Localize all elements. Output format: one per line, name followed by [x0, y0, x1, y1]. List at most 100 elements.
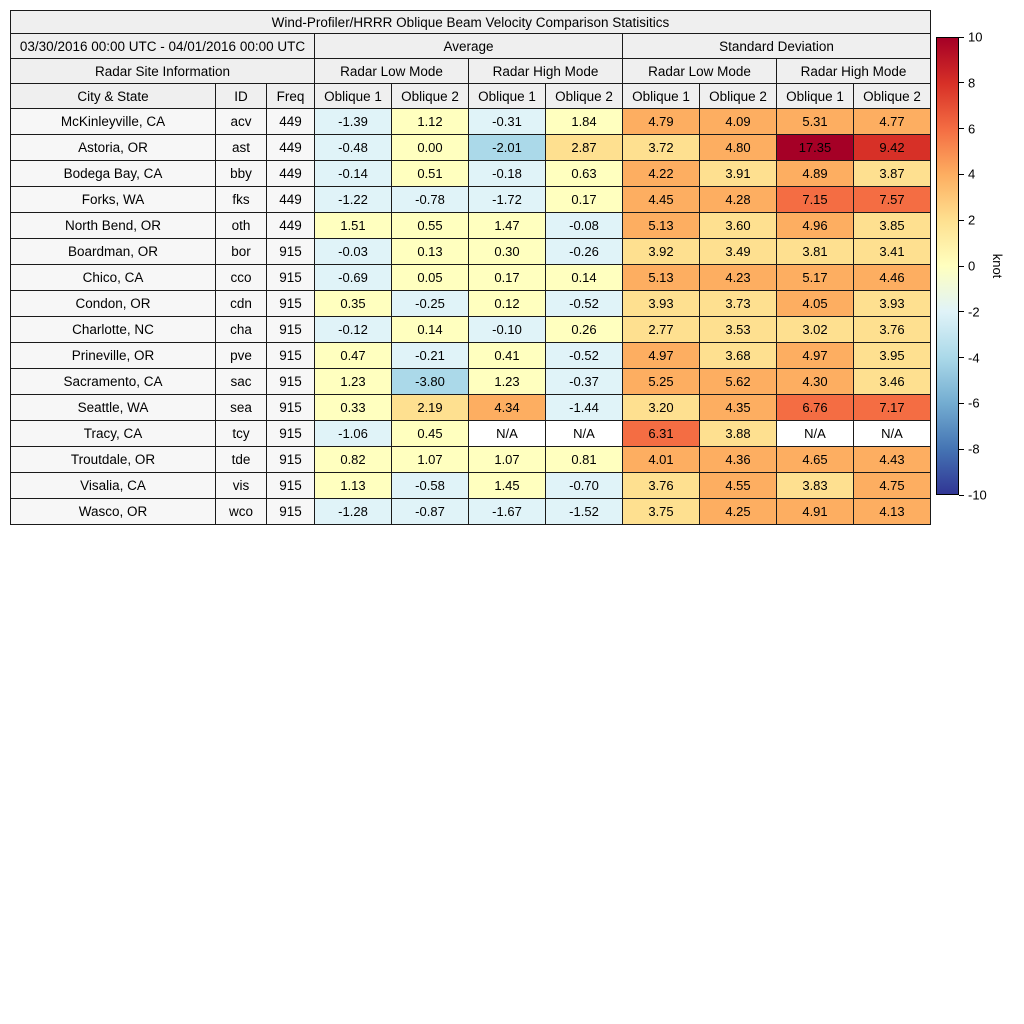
city-cell: Seattle, WA	[10, 394, 216, 421]
value-cell: 3.46	[853, 368, 931, 395]
colorbar-tick	[959, 173, 964, 175]
value-cell: 1.13	[314, 472, 392, 499]
table-row: Forks, WA fks 449 -1.22 -0.78 -1.72 0.17 4.45 4.…	[10, 186, 931, 213]
col-avg-low-oblique1: Oblique 1	[314, 83, 392, 109]
colorbar-tick	[959, 357, 964, 359]
freq-cell: 915	[266, 446, 315, 473]
value-cell: 4.36	[699, 446, 777, 473]
value-cell: -1.39	[314, 108, 392, 135]
id-cell: sac	[215, 368, 267, 395]
value-cell: 5.31	[776, 108, 854, 135]
value-cell: 4.34	[468, 394, 546, 421]
colorbar-tick-label: 2	[968, 212, 976, 228]
table-row: Seattle, WA sea 915 0.33 2.19 4.34 -1.44 3.20 4.…	[10, 394, 931, 421]
value-cell: -1.06	[314, 420, 392, 447]
value-cell: 2.77	[622, 316, 700, 343]
id-cell: cco	[215, 264, 267, 291]
value-cell: 0.33	[314, 394, 392, 421]
colorbar-ticks: 10 8 6 4 2 0 -2 -4 -6 -8 -10	[936, 30, 987, 503]
std-low-mode-header: Radar Low Mode	[622, 58, 777, 84]
date-range: 03/30/2016 00:00 UTC - 04/01/2016 00:00 …	[10, 33, 315, 59]
value-cell: -1.72	[468, 186, 546, 213]
value-cell: 0.26	[545, 316, 623, 343]
value-cell: 3.88	[699, 420, 777, 447]
value-cell: 7.17	[853, 394, 931, 421]
value-cell: 1.84	[545, 108, 623, 135]
value-cell: 3.02	[776, 316, 854, 343]
value-cell: 5.13	[622, 264, 700, 291]
value-cell: 4.91	[776, 498, 854, 525]
city-cell: North Bend, OR	[10, 212, 216, 239]
value-cell: 4.77	[853, 108, 931, 135]
colorbar-tick	[959, 494, 964, 496]
table-row: McKinleyville, CA acv 449 -1.39 1.12 -0.31 1.8…	[10, 108, 931, 135]
col-avg-high-oblique1: Oblique 1	[468, 83, 546, 109]
value-cell: 1.45	[468, 472, 546, 499]
value-cell: 0.12	[468, 290, 546, 317]
colorbar-tick	[959, 128, 964, 130]
std-high-mode-header: Radar High Mode	[776, 58, 931, 84]
value-cell: 0.14	[545, 264, 623, 291]
value-cell: 4.79	[622, 108, 700, 135]
value-cell: -0.10	[468, 316, 546, 343]
colorbar-gradient	[936, 37, 959, 495]
freq-cell: 915	[266, 290, 315, 317]
id-cell: sea	[215, 394, 267, 421]
freq-cell: 915	[266, 420, 315, 447]
value-cell: 3.95	[853, 342, 931, 369]
group-std-dev-header: Standard Deviation	[622, 33, 931, 59]
value-cell: -1.22	[314, 186, 392, 213]
chart-title: Wind-Profiler/HRRR Oblique Beam Velocity…	[10, 10, 931, 34]
city-cell: McKinleyville, CA	[10, 108, 216, 135]
value-cell: 1.23	[314, 368, 392, 395]
value-cell: 5.17	[776, 264, 854, 291]
value-cell: -0.18	[468, 160, 546, 187]
freq-cell: 915	[266, 394, 315, 421]
value-cell: -0.69	[314, 264, 392, 291]
value-cell: -0.52	[545, 342, 623, 369]
value-cell: 1.47	[468, 212, 546, 239]
value-cell: 3.75	[622, 498, 700, 525]
value-cell: -0.52	[545, 290, 623, 317]
id-cell: bor	[215, 238, 267, 265]
colorbar-tick-label: -2	[968, 304, 980, 320]
city-cell: Prineville, OR	[10, 342, 216, 369]
value-cell: 3.60	[699, 212, 777, 239]
value-cell: 3.76	[622, 472, 700, 499]
colorbar-tick-label: -8	[968, 441, 980, 457]
colorbar-tick	[959, 402, 964, 404]
colorbar-unit-label: knot	[990, 253, 1005, 279]
value-cell: 4.35	[699, 394, 777, 421]
value-cell: 3.85	[853, 212, 931, 239]
value-cell: 6.76	[776, 394, 854, 421]
id-cell: wco	[215, 498, 267, 525]
id-cell: tcy	[215, 420, 267, 447]
freq-cell: 915	[266, 368, 315, 395]
value-cell: 0.81	[545, 446, 623, 473]
colorbar-tick-label: 6	[968, 121, 976, 137]
id-cell: bby	[215, 160, 267, 187]
col-id: ID	[215, 83, 267, 109]
value-cell: 0.30	[468, 238, 546, 265]
value-cell: 1.07	[391, 446, 469, 473]
avg-high-mode-header: Radar High Mode	[468, 58, 623, 84]
table-row: Tracy, CA tcy 915 -1.06 0.45 N/A N/A 6.31 3.88 N/…	[10, 420, 931, 447]
table-row: Astoria, OR ast 449 -0.48 0.00 -2.01 2.87 3.72 4…	[10, 134, 931, 161]
value-cell: 0.41	[468, 342, 546, 369]
value-cell: -0.48	[314, 134, 392, 161]
value-cell: 0.05	[391, 264, 469, 291]
value-cell: -1.44	[545, 394, 623, 421]
colorbar-tick	[959, 265, 964, 267]
value-cell: 0.14	[391, 316, 469, 343]
title-row: Wind-Profiler/HRRR Oblique Beam Velocity…	[10, 10, 931, 34]
value-cell: 0.82	[314, 446, 392, 473]
colorbar-tick	[959, 219, 964, 221]
table-row: Charlotte, NC cha 915 -0.12 0.14 -0.10 0.26 2.7…	[10, 316, 931, 343]
city-cell: Bodega Bay, CA	[10, 160, 216, 187]
id-cell: cdn	[215, 290, 267, 317]
value-cell: 3.20	[622, 394, 700, 421]
value-cell: 4.65	[776, 446, 854, 473]
col-std-high-oblique2: Oblique 2	[853, 83, 931, 109]
colorbar-tick	[959, 448, 964, 450]
value-cell: 2.87	[545, 134, 623, 161]
